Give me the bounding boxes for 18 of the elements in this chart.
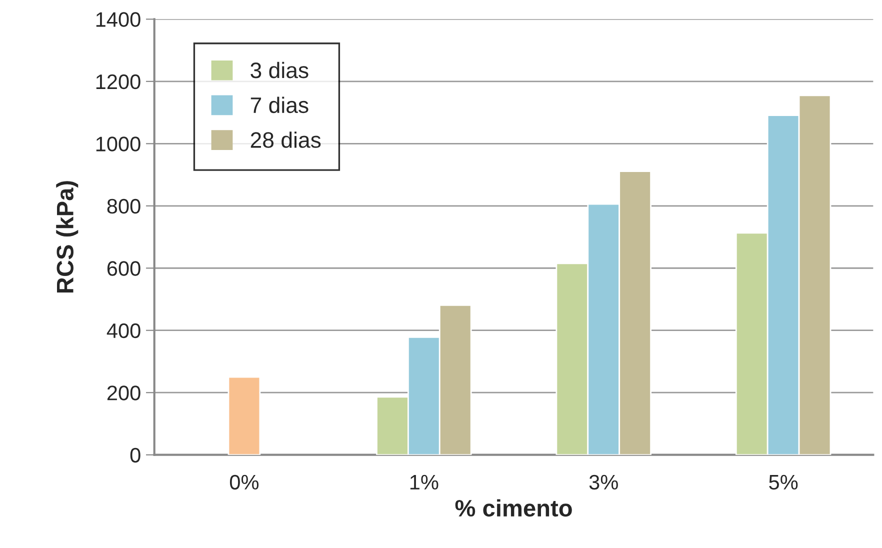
bar [228, 376, 261, 455]
y-tick-label: 200 [107, 386, 140, 400]
y-tick-label: 600 [107, 261, 140, 276]
x-tick-label: 3% [589, 474, 618, 490]
x-tick-label: 0% [230, 474, 259, 490]
legend-label: 28 dias [250, 132, 321, 148]
y-axis-title: RCS (kPa) [56, 181, 78, 293]
y-tick-label: 1400 [96, 12, 140, 27]
y-tick-label: 0 [130, 448, 140, 463]
y-tick-label: 800 [107, 198, 140, 214]
y-tick-label: 1200 [96, 74, 140, 90]
y-tick-label: 400 [106, 323, 140, 338]
x-tick-label: 5% [769, 474, 798, 490]
x-tick-label: 1% [410, 474, 438, 490]
legend-label: 7 dias [250, 96, 308, 114]
legend-label: 3 dias [250, 62, 308, 78]
y-tick-label: 1000 [96, 136, 140, 152]
x-axis-title: % cimento [455, 499, 572, 517]
